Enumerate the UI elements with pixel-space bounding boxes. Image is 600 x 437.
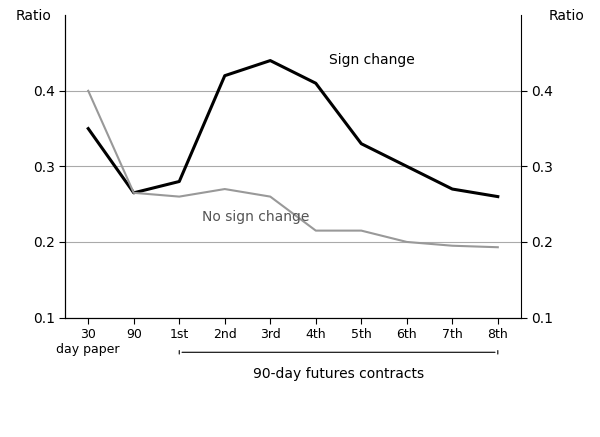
Text: No sign change: No sign change — [202, 210, 310, 224]
Text: Sign change: Sign change — [329, 53, 415, 67]
Text: 90-day futures contracts: 90-day futures contracts — [253, 368, 424, 382]
Y-axis label: Ratio: Ratio — [548, 9, 584, 23]
Y-axis label: Ratio: Ratio — [16, 9, 52, 23]
